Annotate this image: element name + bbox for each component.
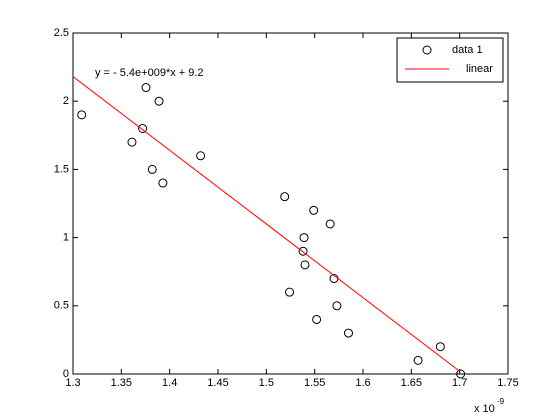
data-point [298, 246, 308, 256]
x-tick-label: 1.55 [304, 377, 325, 389]
data-point [285, 287, 295, 297]
data-point [147, 164, 157, 174]
fit-line [72, 76, 460, 372]
x-tick-label: 1.4 [162, 377, 177, 389]
data-point [309, 205, 319, 215]
data-point [77, 110, 87, 120]
x-multiplier-exponent: -9 [497, 397, 505, 406]
plot-area [72, 32, 509, 375]
data-point [138, 123, 148, 133]
x-tick-label: 1.5 [259, 377, 274, 389]
legend-label: linear [466, 63, 493, 75]
x-multiplier: x 10 [474, 403, 495, 415]
y-tick-label: 1 [63, 232, 69, 244]
data-point [280, 192, 290, 202]
data-point [435, 342, 445, 352]
data-point [332, 301, 342, 311]
x-tick-label: 1.6 [355, 377, 370, 389]
x-tick-label: 1.7 [452, 377, 467, 389]
data-point [154, 96, 164, 106]
data-point [325, 219, 335, 229]
data-point [127, 137, 137, 147]
x-tick-label: 1.45 [207, 377, 228, 389]
x-tick-label: 1.75 [497, 377, 518, 389]
y-tick-label: 1.5 [54, 163, 69, 175]
y-tick-label: 0.5 [54, 300, 69, 312]
data-point [344, 328, 353, 338]
legend-marker [422, 45, 432, 55]
data-point [456, 369, 466, 379]
x-tick-label: 1.35 [111, 377, 132, 389]
data-point [300, 260, 310, 270]
x-tick-label: 1.65 [401, 377, 422, 389]
data-point [312, 314, 322, 324]
data-point [413, 355, 423, 365]
data-point [141, 83, 151, 93]
legend-label: data 1 [452, 44, 483, 56]
y-tick-label: 0 [63, 368, 69, 380]
data-point [299, 233, 309, 243]
x-tick-label: 1.3 [65, 377, 80, 389]
data-point [196, 151, 206, 161]
data-point [158, 178, 168, 188]
y-tick-label: 2 [63, 95, 69, 107]
y-tick-label: 2.5 [54, 27, 69, 39]
annotation: y = - 5.4e+009*x + 9.2 [95, 67, 204, 79]
legend-box [396, 37, 504, 83]
